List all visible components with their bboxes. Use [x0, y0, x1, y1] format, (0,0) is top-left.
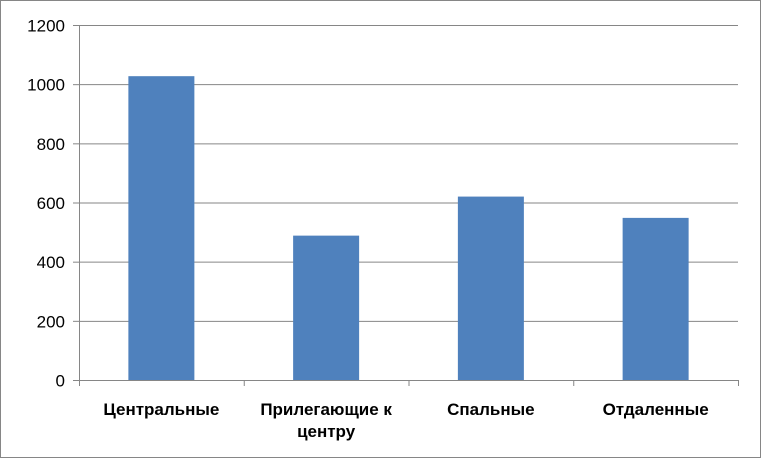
y-tick-label: 800 — [37, 135, 65, 154]
x-category-label-line: Центральные — [103, 400, 219, 419]
x-category-label: Спальные — [447, 400, 535, 419]
x-category-label: Отдаленные — [603, 400, 709, 419]
y-tick-label: 0 — [56, 372, 65, 391]
bars — [128, 76, 689, 380]
x-category-label-line: Спальные — [447, 400, 535, 419]
bar — [293, 235, 360, 380]
y-tick-label: 1200 — [27, 17, 65, 36]
x-category-label: Прилегающие к центру — [260, 400, 392, 441]
x-category-label-line: Прилегающие к — [260, 400, 392, 419]
bar — [128, 76, 195, 380]
y-tick-label: 1000 — [27, 76, 65, 95]
y-tick-label: 600 — [37, 194, 65, 213]
x-category-label-line: центру — [297, 422, 356, 441]
labels: 0 200 400 600 800 1000 1200 Центральные Прилегаю… — [27, 17, 709, 442]
axes — [73, 25, 739, 386]
bar — [622, 217, 689, 380]
y-tick-label: 200 — [37, 312, 65, 331]
x-category-label: Центральные — [103, 400, 219, 419]
x-category-label-line: Отдаленные — [603, 400, 709, 419]
bar — [457, 196, 524, 380]
y-tick-label: 400 — [37, 253, 65, 272]
